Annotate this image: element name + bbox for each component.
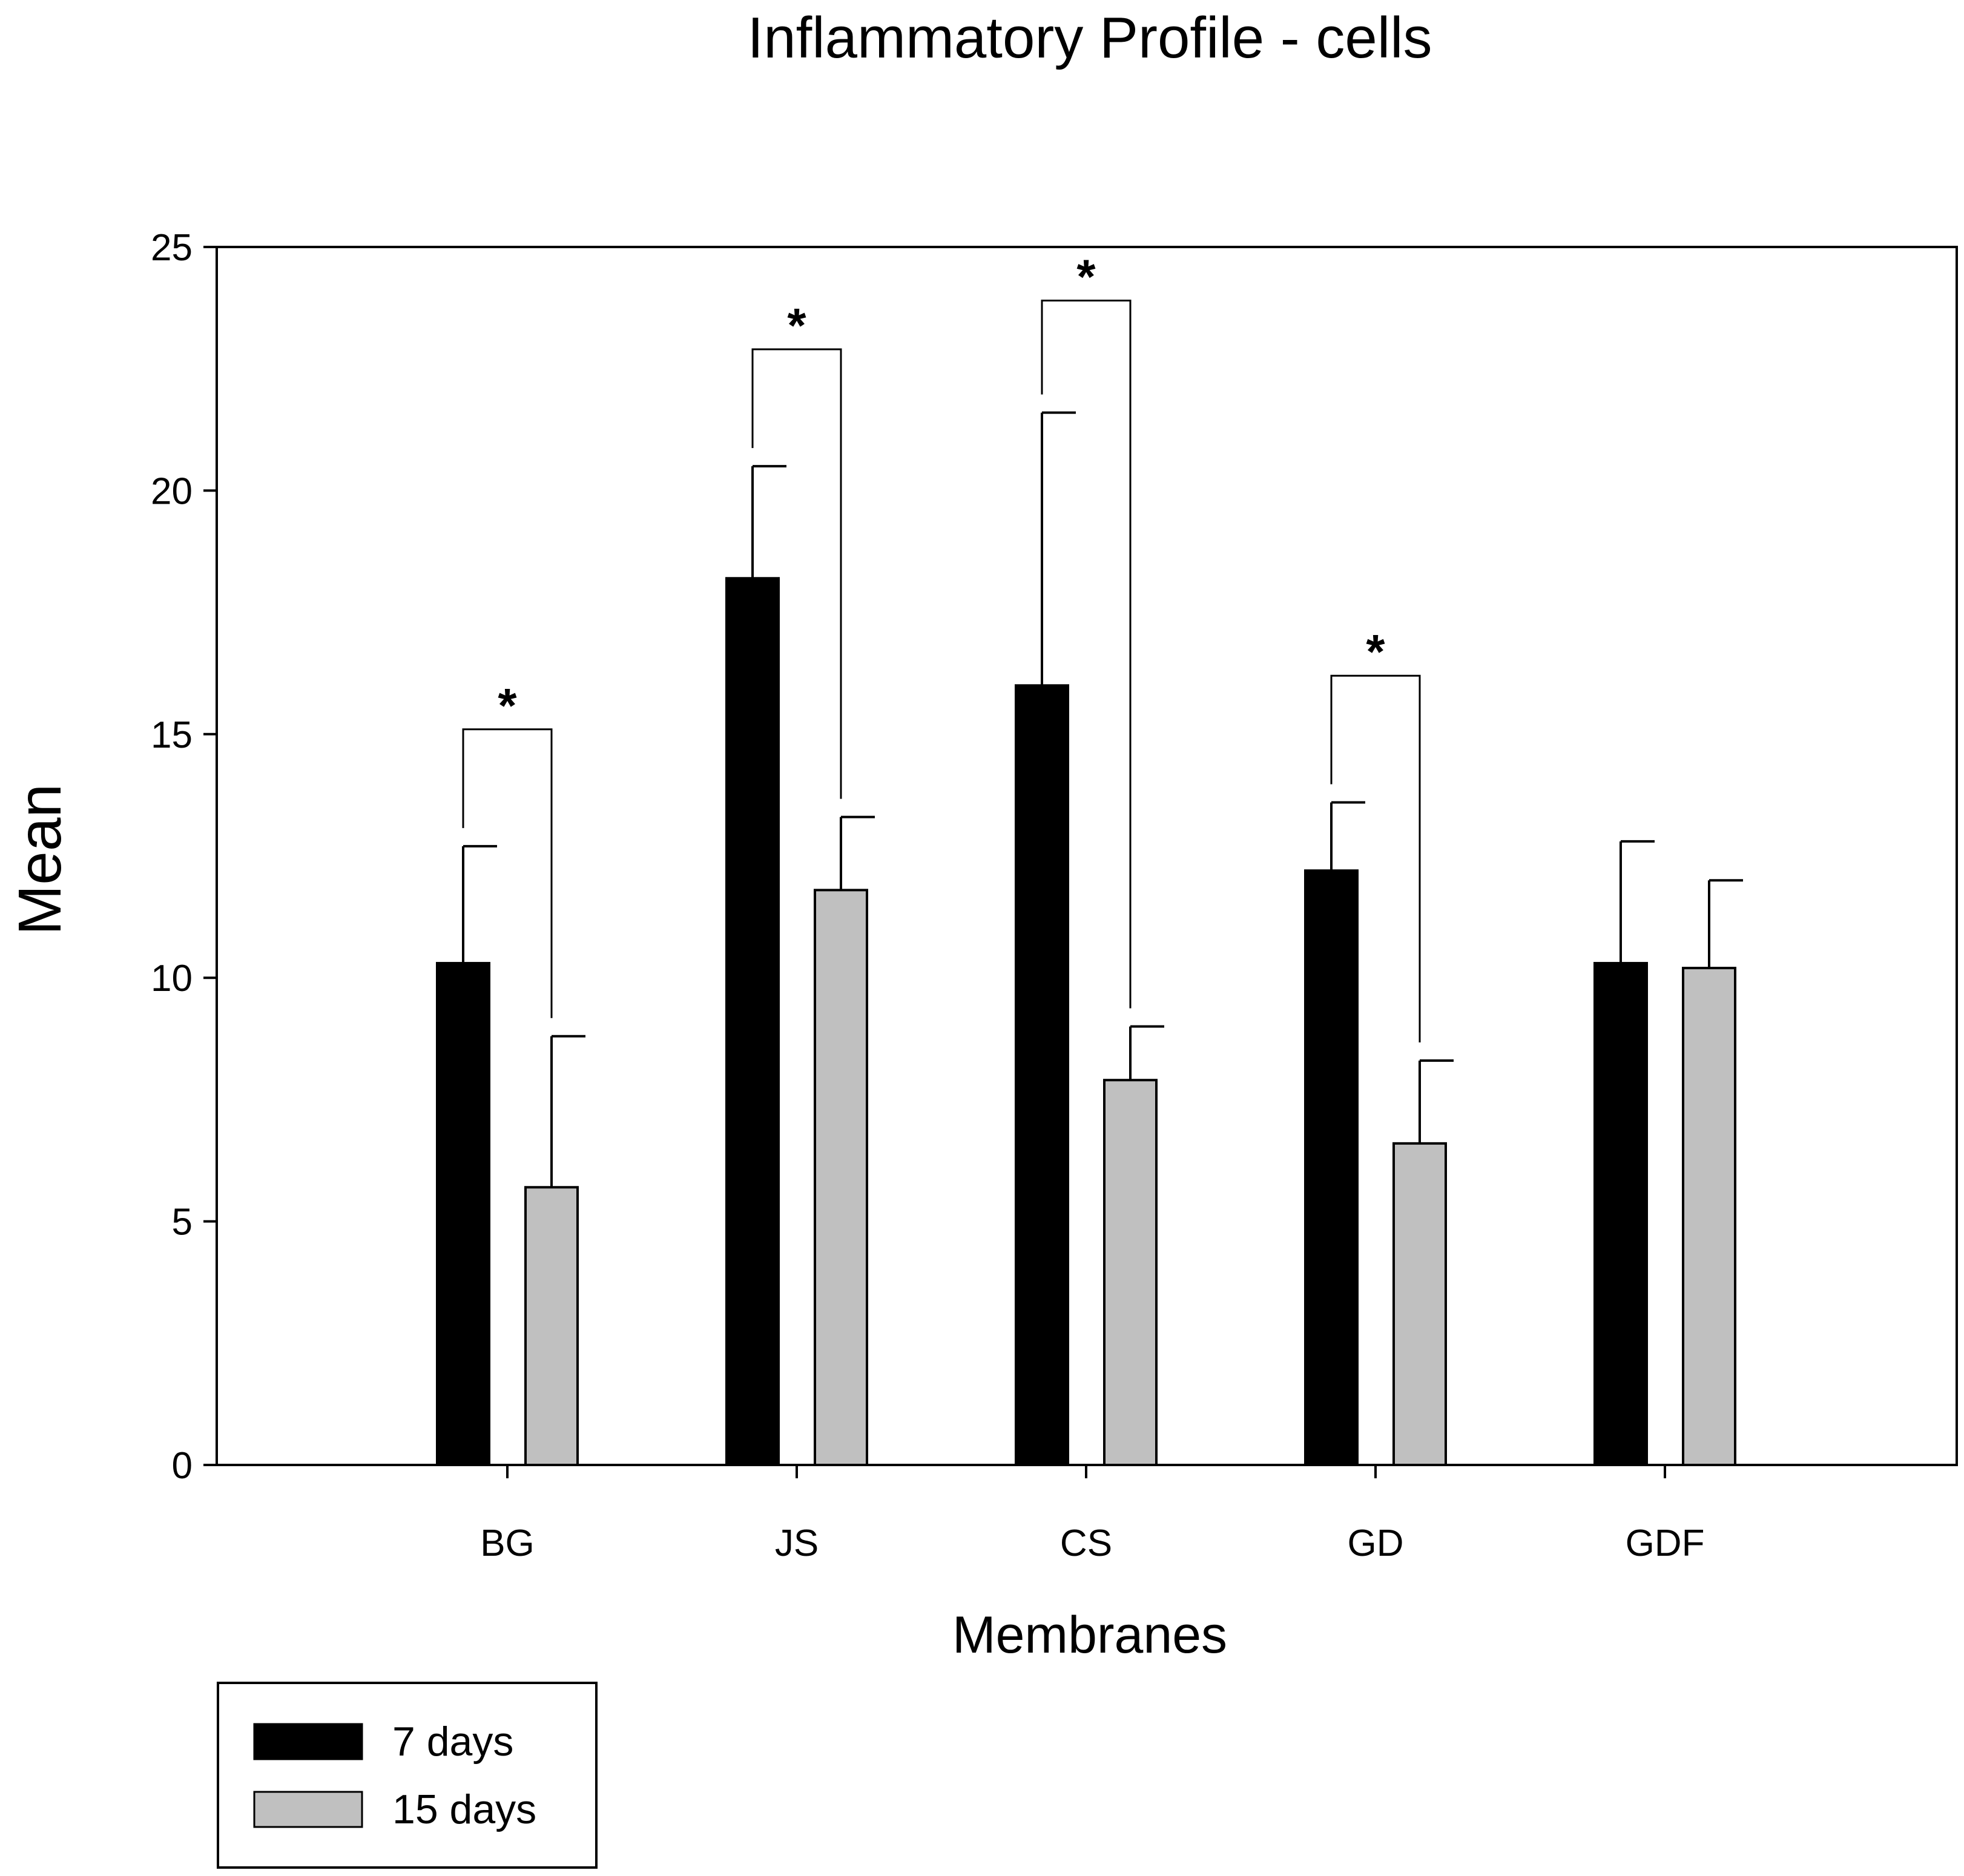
bar-15-days-cs (1103, 1079, 1158, 1466)
y-tick-label-0: 0 (172, 1445, 193, 1487)
bar-7-days-gd (1304, 869, 1359, 1467)
y-tick-label-25: 25 (151, 227, 193, 269)
bar-7-days-js (725, 577, 780, 1466)
y-tick-label-20: 20 (151, 470, 193, 512)
significance-star-cs: * (1076, 250, 1096, 304)
y-tick-label-5: 5 (172, 1202, 193, 1243)
y-tick-label-15: 15 (151, 714, 193, 756)
significance-bracket-cs (1041, 300, 1132, 1009)
significance-star-gd: * (1366, 625, 1385, 679)
x-tick-label-bg: BG (480, 1522, 535, 1564)
significance-bracket-bg (462, 728, 553, 1018)
bar-7-days-cs (1015, 684, 1069, 1466)
significance-star-bg: * (498, 679, 517, 732)
chart-title: Inflammatory Profile - cells (748, 5, 1432, 70)
bar-7-days-gdf (1593, 962, 1648, 1466)
bar-15-days-gdf (1682, 967, 1736, 1466)
y-tick-label-10: 10 (151, 958, 193, 999)
y-axis-label: Mean (6, 784, 74, 935)
x-tick-label-js: JS (775, 1522, 819, 1564)
legend-box (217, 1682, 598, 1869)
bar-15-days-js (814, 889, 868, 1467)
x-tick-label-gd: GD (1348, 1522, 1404, 1564)
plot-area: 0 5 10 15 20 25 BG JS CS GD GDF * * * * (151, 227, 1958, 1564)
x-axis-label: Membranes (952, 1606, 1227, 1664)
legend-swatch-7-days (253, 1723, 363, 1760)
legend-label-7-days: 7 days (392, 1719, 513, 1765)
significance-bracket-gd (1330, 674, 1421, 1043)
bar-7-days-bg (436, 962, 490, 1466)
bar-15-days-bg (524, 1186, 579, 1467)
bar-15-days-gd (1392, 1142, 1447, 1467)
significance-star-js: * (787, 298, 806, 352)
legend-label-15-days: 15 days (392, 1786, 536, 1832)
x-tick-label-cs: CS (1060, 1522, 1112, 1564)
significance-bracket-js (751, 348, 842, 799)
legend: 7 days 15 days (217, 1682, 598, 1869)
x-tick-label-gdf: GDF (1626, 1522, 1705, 1564)
legend-swatch-15-days (253, 1791, 363, 1828)
